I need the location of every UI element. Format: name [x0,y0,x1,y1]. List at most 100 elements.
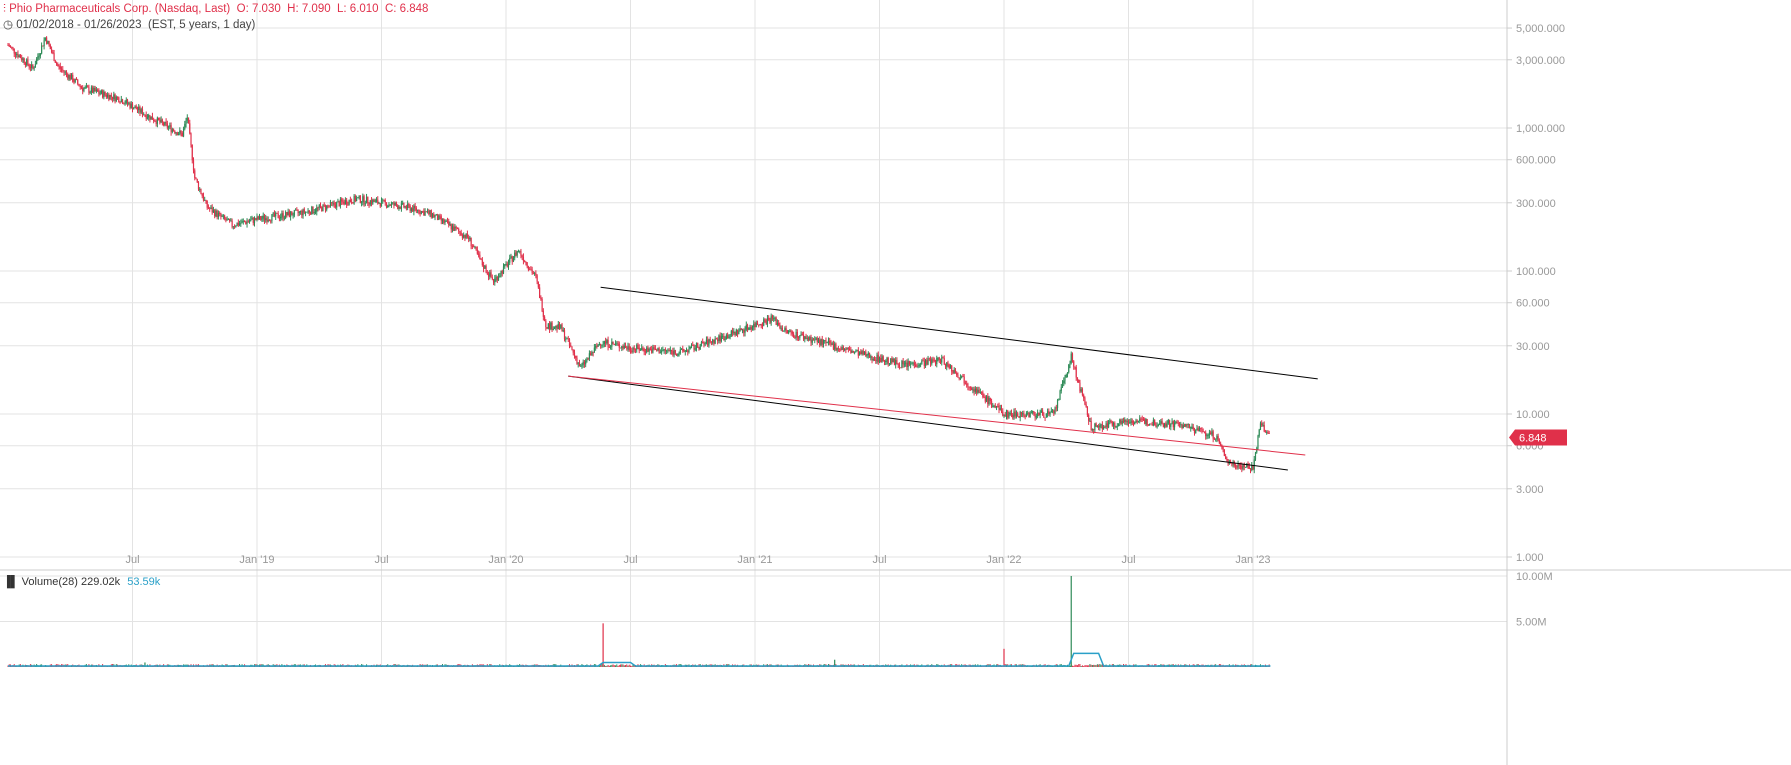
candle [790,330,792,332]
candle [1120,419,1122,424]
candle [32,64,34,69]
candle [543,316,546,321]
candle [18,55,20,58]
candle [133,108,135,110]
candle [1029,412,1031,417]
candle [632,348,634,352]
candle [1059,390,1061,400]
candle [359,195,361,203]
candle [154,120,156,122]
candle [1188,424,1191,429]
candle [344,200,346,205]
candle [241,221,243,224]
candle [17,53,19,58]
candle [73,81,75,83]
candle [789,330,791,332]
candle [14,53,17,56]
candle [938,357,940,360]
candle [969,387,971,389]
candle [124,103,126,105]
candle [788,330,790,334]
candle [192,160,195,171]
candle [1212,431,1214,439]
candle [842,347,844,351]
candle [958,377,960,379]
candle [79,86,81,87]
low-value: L: 6.010 [337,3,379,15]
volume-label: Volume(28) [21,576,78,588]
candle [784,328,786,331]
candle [810,337,812,343]
candle [847,348,849,349]
candle [1116,425,1118,427]
candle [832,343,835,350]
y-tick-label: 5,000.000 [1516,23,1565,35]
candle [135,106,137,110]
candle [703,343,705,345]
candle [410,208,412,212]
candle [191,145,193,161]
candle [1175,421,1177,424]
candle [446,220,449,222]
candle [693,345,695,350]
candle [1225,455,1227,459]
candle [187,117,190,124]
candle [118,97,120,103]
candle [837,348,840,349]
candle [469,237,471,240]
candle [887,357,889,364]
candle [506,263,508,267]
candle [661,350,663,353]
candle [550,322,552,330]
candle [715,338,718,340]
candle [573,352,576,357]
candle [9,46,12,48]
candle [968,386,970,388]
candle [338,201,340,207]
candle [961,376,963,378]
candle [977,389,979,393]
candle [131,103,134,110]
candle [602,344,604,345]
candle [174,130,176,134]
candle [216,210,218,217]
candle [669,349,671,352]
candle [423,210,425,216]
candle [1257,435,1259,449]
candle [397,205,399,209]
candle [362,196,364,202]
candle [601,344,603,346]
candle [68,74,70,79]
candle [786,330,788,334]
candle [24,63,27,66]
candle [374,200,376,202]
candle [1096,426,1098,427]
candle [331,202,333,204]
candle [779,325,781,329]
candle [933,359,935,361]
candle [936,357,938,365]
candle [378,203,380,204]
candle [817,339,820,343]
candle [372,199,374,204]
candle [575,356,577,358]
date-range[interactable]: ◷ 01/02/2018 - 01/26/2023 (EST, 5 years,… [3,17,255,31]
candle [596,346,598,347]
candle [657,348,659,351]
candle [612,341,614,344]
candle [781,327,783,332]
candle [1065,374,1067,378]
candle [1222,447,1224,450]
candle [727,335,729,339]
candle [529,269,531,271]
candle [257,216,259,220]
candle [614,343,617,345]
candle [1162,424,1164,427]
candle [480,259,482,260]
candle [33,67,35,69]
candle [409,205,411,212]
candle [43,40,45,47]
candle [905,362,907,364]
